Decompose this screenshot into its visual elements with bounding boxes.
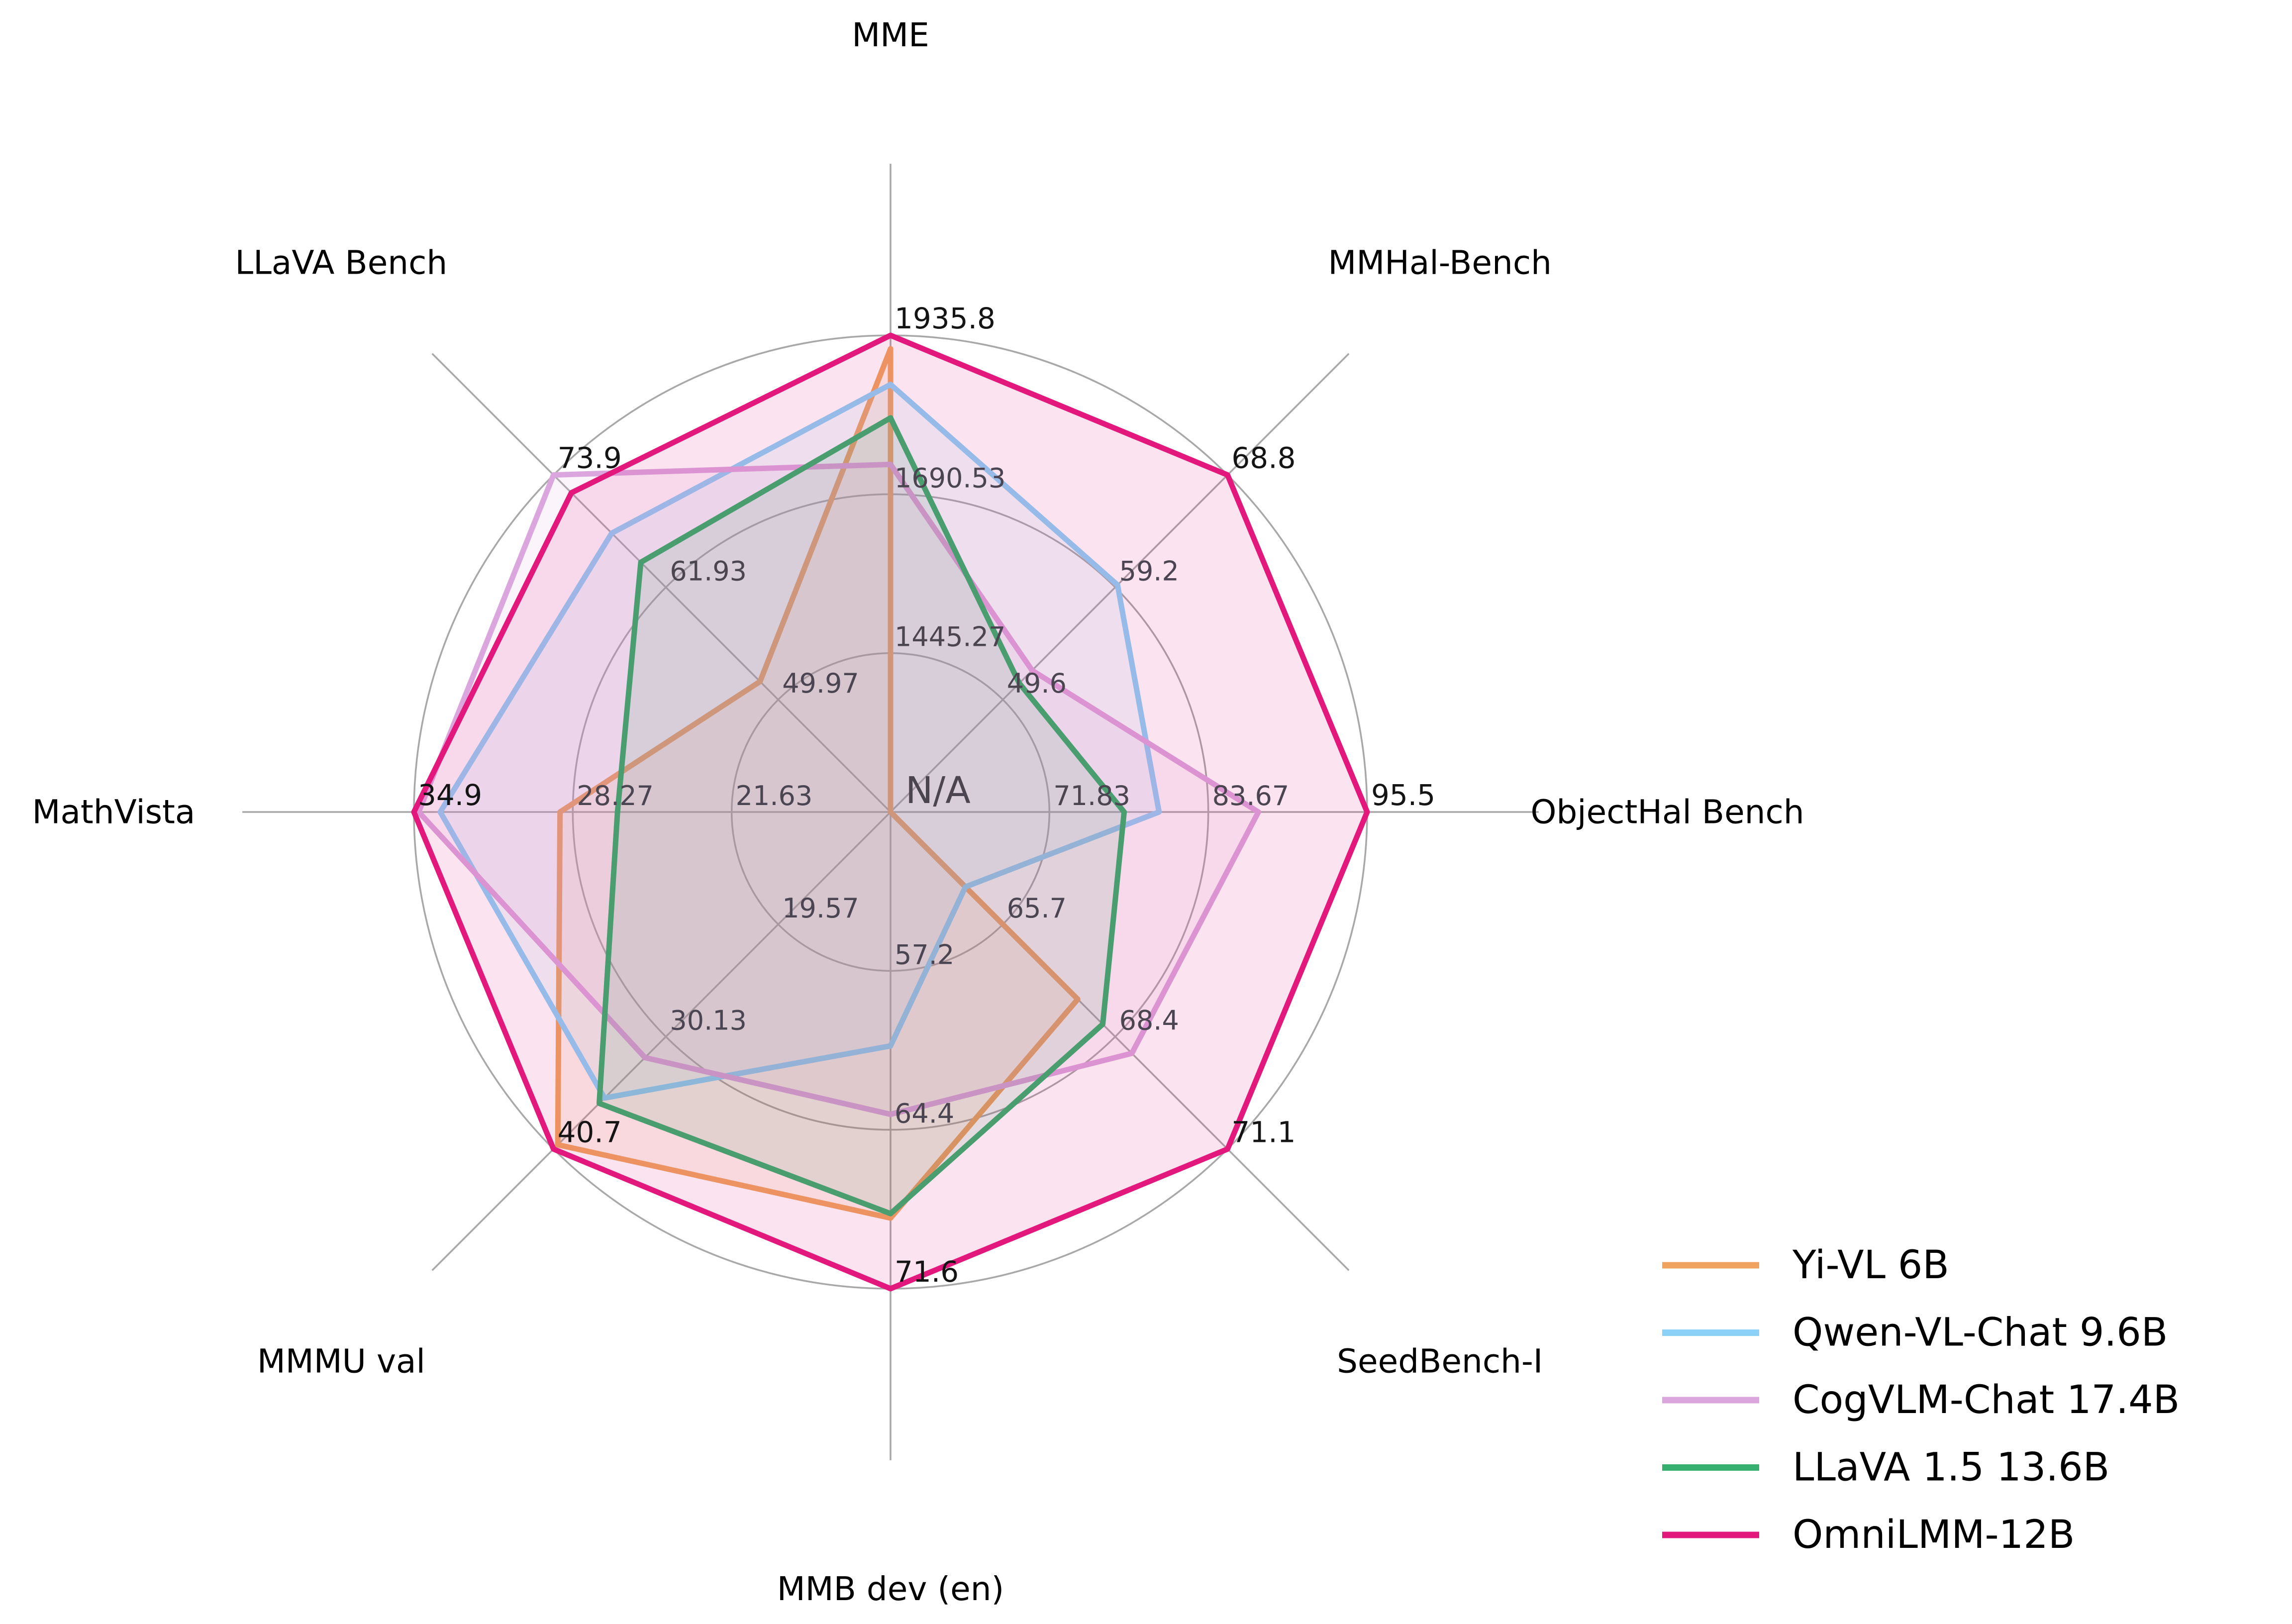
axis-title-objecthal-bench: ObjectHal Bench [1530, 793, 1804, 831]
tick-label-mathvista-0: 21.63 [736, 780, 813, 812]
tick-label-mmb-dev-en-0: 57.2 [895, 939, 954, 970]
axis-title-llava-bench: LLaVA Bench [235, 243, 447, 282]
series-polygon-omnilmm-12b [411, 332, 1370, 1292]
axis-title-mmb-dev-en: MMB dev (en) [777, 1570, 1004, 1608]
tick-label-mme-2: 1935.8 [895, 302, 996, 335]
tick-label-mme-1: 1690.53 [895, 462, 1005, 494]
tick-label-mmhal-bench-2: 68.8 [1231, 441, 1295, 475]
tick-label-objecthal-bench-1: 83.67 [1212, 780, 1290, 812]
tick-label-seedbench-i-0: 65.7 [1007, 893, 1067, 924]
axis-title-mmmu-val: MMMU val [257, 1342, 425, 1381]
tick-label-mmmu-val-1: 30.13 [670, 1005, 747, 1036]
tick-label-objecthal-bench-0: 71.83 [1053, 780, 1130, 812]
radar-spoke-mmmu-val [431, 811, 892, 1271]
legend-label-cogvlm-chat-17-4b: CogVLM-Chat 17.4B [1793, 1378, 2180, 1422]
axis-title-mathvista: MathVista [32, 793, 196, 831]
tick-label-mmmu-val-2: 40.7 [558, 1115, 622, 1149]
legend-label-qwen-vl-chat-9-6b: Qwen-VL-Chat 9.6B [1793, 1311, 2168, 1355]
axis-title-mmhal-bench: MMHal-Bench [1328, 243, 1552, 282]
legend-item-llava-1-5-13-6b: LLaVA 1.5 13.6B [1662, 1445, 2109, 1490]
tick-label-seedbench-i-2: 71.1 [1231, 1115, 1295, 1149]
series-polygon-cogvlm-chat-17-4b [416, 461, 1261, 1117]
legend-item-cogvlm-chat-17-4b: CogVLM-Chat 17.4B [1662, 1378, 2180, 1422]
tick-label-mmhal-bench-1: 59.2 [1119, 555, 1179, 587]
legend-label-llava-1-5-13-6b: LLaVA 1.5 13.6B [1793, 1445, 2109, 1490]
tick-label-llava-bench-1: 61.93 [670, 555, 747, 587]
tick-label-mmb-dev-en-2: 71.6 [895, 1255, 959, 1289]
tick-label-mathvista-2: 34.9 [418, 778, 482, 812]
tick-label-mmmu-val-0: 19.57 [782, 893, 859, 924]
series-polygon-qwen-vl-chat-9-6b [437, 382, 1162, 1101]
tick-label-mmhal-bench-0: 49.6 [1007, 668, 1067, 699]
tick-label-mme-0: 1445.27 [895, 621, 1005, 653]
tick-label-llava-bench-2: 73.9 [558, 441, 622, 475]
legend-item-omnilmm-12b: OmniLMM-12B [1662, 1513, 2075, 1557]
tick-label-objecthal-bench-2: 95.5 [1371, 778, 1435, 812]
series-polygon-llava-1-5-13-6b [596, 415, 1127, 1217]
axis-title-seedbench-i: SeedBench-I [1337, 1342, 1543, 1381]
legend-label-omnilmm-12b: OmniLMM-12B [1793, 1513, 2075, 1557]
legend: Yi-VL 6B Qwen-VL-Chat 9.6B CogVLM-Chat 17.… [1662, 1243, 2180, 1557]
radar-spoke-mmhal-bench [890, 353, 1350, 813]
tick-label-mathvista-1: 28.27 [577, 780, 654, 812]
tick-label-seedbench-i-1: 68.4 [1119, 1005, 1179, 1036]
legend-item-yi-vl-6b: Yi-VL 6B [1662, 1243, 1949, 1288]
radar-spoke-llava-bench [431, 353, 892, 813]
legend-item-qwen-vl-chat-9-6b: Qwen-VL-Chat 9.6B [1662, 1311, 2168, 1355]
legend-label-yi-vl-6b: Yi-VL 6B [1792, 1243, 1949, 1288]
center-na-label: N/A [905, 769, 971, 812]
series-polygon-yi-vl-6b [555, 346, 1081, 1221]
axis-title-mme: MME [852, 16, 929, 54]
tick-label-mmb-dev-en-1: 64.4 [895, 1098, 954, 1129]
tick-label-llava-bench-0: 49.97 [782, 668, 859, 699]
